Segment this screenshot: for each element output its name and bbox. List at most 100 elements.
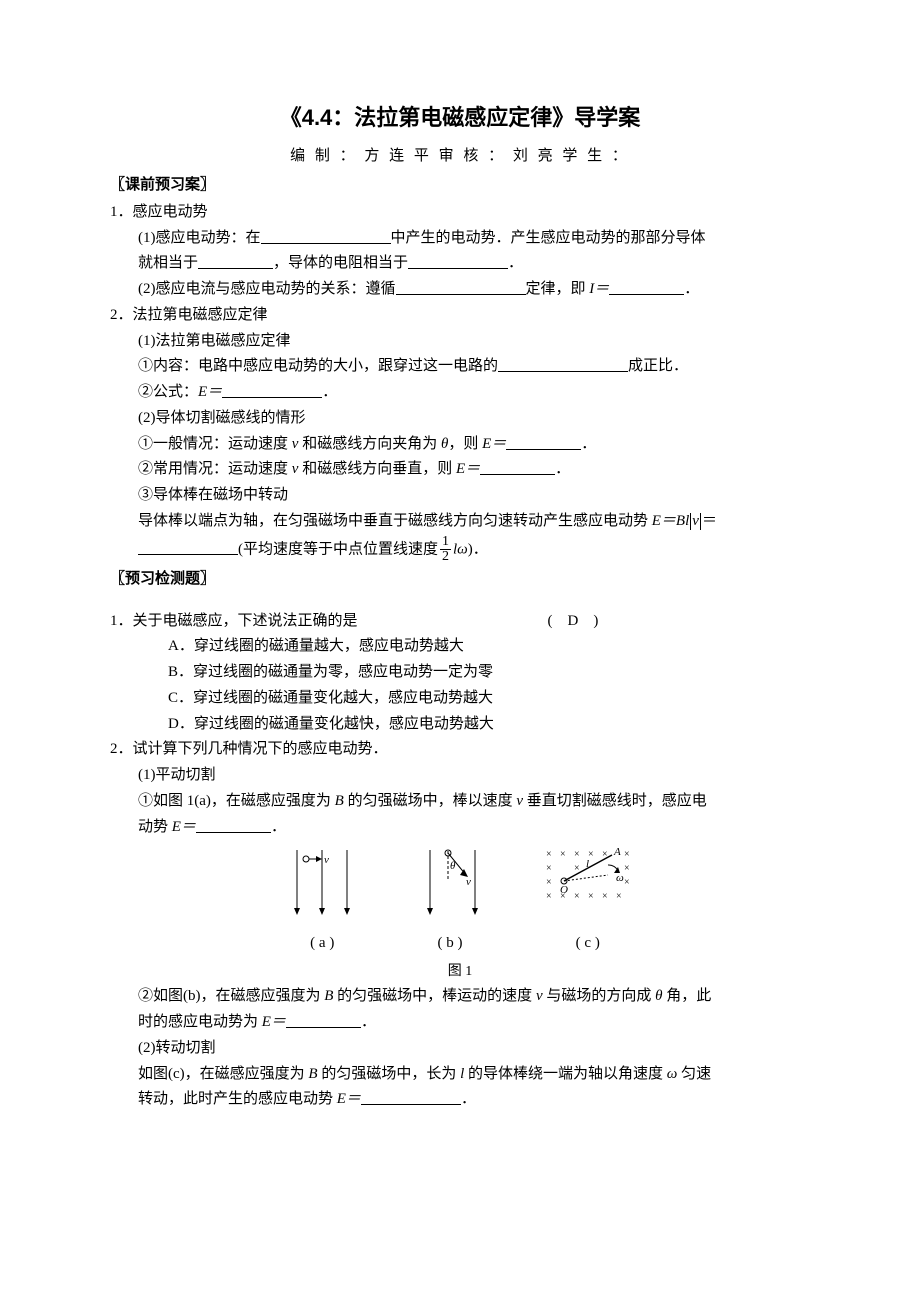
blank: [361, 1089, 461, 1105]
text: 转动，此时产生的感应电动势: [138, 1091, 337, 1107]
sym: E＝: [456, 461, 480, 477]
blank: [198, 253, 273, 269]
text: 匀速: [681, 1066, 711, 1082]
text: ，导体的电阻相当于: [273, 255, 408, 271]
figure-b: θ v: [410, 845, 490, 925]
sym: v: [516, 793, 526, 809]
text: ．: [322, 384, 337, 400]
text: 中产生的电动势．产生感应电动势的那部分导体: [391, 230, 706, 246]
item-2-2e: (平均速度等于中点位置线速度12lω)．: [110, 535, 810, 565]
sym: v: [692, 513, 699, 529]
blank: [286, 1012, 361, 1028]
svg-text:×: ×: [624, 863, 630, 874]
fig-c-label: ( c ): [538, 931, 638, 956]
q1-opt-c: C．穿过线圈的磁通量变化越大，感应电动势越大: [110, 686, 810, 711]
text: ．: [508, 255, 523, 271]
item-2-2b: ②常用情况：运动速度 v 和磁感线方向垂直，则 E＝．: [110, 457, 810, 482]
item-2-1a: ①内容：电路中感应电动势的大小，跟穿过这一电路的成正比．: [110, 354, 810, 379]
text: ．: [581, 436, 596, 452]
figure-a: v: [282, 845, 362, 925]
q2-1b: ②如图(b)，在磁感应强度为 B 的匀强磁场中，棒运动的速度 v 与磁场的方向成…: [110, 984, 810, 1009]
text: ．: [361, 1014, 376, 1030]
text: 和磁感线方向夹角为: [302, 436, 441, 452]
item-1-1: (1)感应电动势：在中产生的电动势．产生感应电动势的那部分导体: [110, 226, 810, 251]
text: 与磁场的方向成: [546, 988, 655, 1004]
sym: B: [308, 1066, 321, 1082]
svg-text:×: ×: [624, 849, 630, 860]
sym: E＝: [172, 819, 196, 835]
svg-text:v: v: [324, 854, 329, 866]
sym: E＝: [262, 1014, 286, 1030]
fig-b-label: ( b ): [410, 931, 490, 956]
svg-text:v: v: [466, 876, 471, 888]
text: ．: [684, 281, 699, 297]
blank: [609, 279, 684, 295]
item-2-1c: ②公式：E＝．: [110, 380, 810, 405]
sym: l: [460, 1066, 468, 1082]
text: 如图(c)，在磁感应强度为: [138, 1066, 308, 1082]
q1-opt-d: D．穿过线圈的磁通量变化越快，感应电动势越大: [110, 712, 810, 737]
item-1-2: (2)感应电流与感应电动势的关系：遵循定律，即 I＝．: [110, 277, 810, 302]
item-2-2d: 导体棒以端点为轴，在匀强磁场中垂直于磁感线方向匀速转动产生感应电动势 E＝Blv…: [110, 509, 810, 534]
sym: ω: [667, 1066, 681, 1082]
q2-2: (2)转动切割: [110, 1036, 810, 1061]
text: 和磁感线方向垂直，则: [302, 461, 456, 477]
text: ②如图(b)，在磁感应强度为: [138, 988, 324, 1004]
blank: [408, 253, 508, 269]
den: 2: [440, 550, 451, 565]
text: ①如图 1(a)，在磁感应强度为: [138, 793, 335, 809]
text: 动势: [138, 819, 172, 835]
svg-text:×: ×: [574, 891, 580, 902]
sym: v: [292, 461, 302, 477]
svg-text:×: ×: [602, 891, 608, 902]
q2-2a-2: 转动，此时产生的感应电动势 E＝．: [110, 1087, 810, 1112]
item-1-1-cont: 就相当于，导体的电阻相当于．: [110, 251, 810, 276]
svg-text:×: ×: [546, 849, 552, 860]
sym: B: [324, 988, 337, 1004]
item-2-1: (1)法拉第电磁感应定律: [110, 329, 810, 354]
svg-text:×: ×: [546, 863, 552, 874]
blank: [480, 459, 555, 475]
sym: v: [292, 436, 302, 452]
item-2: 2．法拉第电磁感应定律: [110, 303, 810, 328]
blank: [506, 434, 581, 450]
svg-text:×: ×: [624, 877, 630, 888]
authors-line: 编 制 ： 方 连 平 审 核 ： 刘 亮 学 生 ：: [110, 144, 810, 169]
text: 定律，即: [526, 281, 590, 297]
figure-row: v θ v ×××××× ××× ×× ×××××× O A l ω: [110, 845, 810, 925]
svg-text:ω: ω: [616, 872, 624, 884]
svg-text:l: l: [586, 858, 589, 870]
text: ，则: [448, 436, 482, 452]
blank: [222, 382, 322, 398]
svg-text:×: ×: [574, 849, 580, 860]
svg-text:θ: θ: [450, 860, 456, 872]
q2-1b-2: 时的感应电动势为 E＝．: [110, 1010, 810, 1035]
text: 的匀强磁场中，长为: [321, 1066, 460, 1082]
sym: θ: [655, 988, 666, 1004]
text: 垂直切割磁感线时，感应电: [527, 793, 707, 809]
blank: [196, 817, 271, 833]
q1-opt-a: A．穿过线圈的磁通量越大，感应电动势越大: [110, 634, 810, 659]
svg-text:×: ×: [546, 877, 552, 888]
text: 的导体棒绕一端为轴以角速度: [468, 1066, 667, 1082]
svg-text:A: A: [613, 846, 621, 858]
sym: I＝: [589, 281, 609, 297]
blank: [261, 228, 391, 244]
sym: E＝: [337, 1091, 361, 1107]
q2-1a: ①如图 1(a)，在磁感应强度为 B 的匀强磁场中，棒以速度 v 垂直切割磁感线…: [110, 789, 810, 814]
text: ②常用情况：运动速度: [138, 461, 292, 477]
num: 1: [440, 535, 451, 551]
text: 1．关于电磁感应，下述说法正确的是: [110, 613, 358, 629]
svg-text:×: ×: [560, 849, 566, 860]
item-1: 1．感应电动势: [110, 200, 810, 225]
svg-text:×: ×: [588, 891, 594, 902]
vbar-icon: [700, 513, 701, 530]
section-test: 〖预习检测题〗: [110, 567, 810, 592]
item-2-2c: ③导体棒在磁场中转动: [110, 483, 810, 508]
text: )．: [468, 541, 488, 557]
sym: E＝: [482, 436, 506, 452]
fig-a-label: ( a ): [282, 931, 362, 956]
text: ＝: [702, 513, 717, 529]
sym: v: [536, 988, 546, 1004]
figure-c: ×××××× ××× ×× ×××××× O A l ω: [538, 845, 638, 915]
